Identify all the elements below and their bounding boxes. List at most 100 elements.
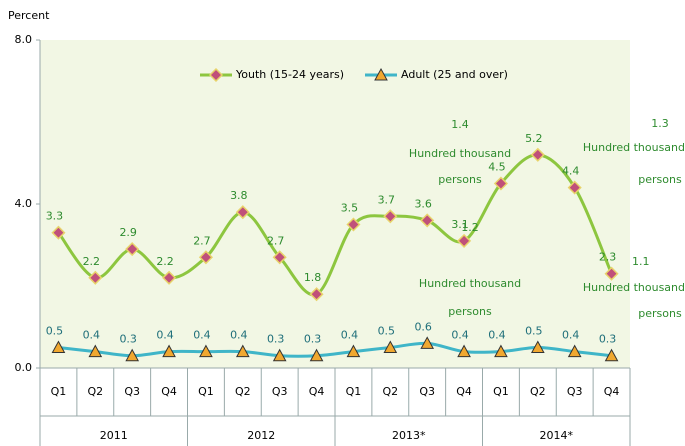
x-tick-label: Q3 [272, 385, 288, 398]
diamond-marker [420, 213, 435, 228]
x-tick-label: Q4 [309, 385, 325, 398]
x-tick-label: Q1 [493, 385, 509, 398]
diamond-marker [125, 242, 140, 257]
triangle-marker [125, 348, 140, 362]
annotation-number: 1.3 [651, 117, 669, 130]
y-axis-label: Percent [8, 9, 50, 22]
triangle-marker [162, 344, 176, 358]
annotation-text: persons [638, 173, 682, 186]
data-label: 0.3 [599, 333, 617, 346]
x-tick-label: Q4 [604, 385, 620, 398]
diamond-marker [604, 266, 619, 281]
plot-area [40, 40, 630, 368]
data-label: 3.1 [451, 218, 469, 231]
data-label: 0.4 [230, 329, 248, 342]
x-tick-label: Q3 [124, 385, 140, 398]
group-label: 2014* [540, 429, 574, 442]
data-label: 3.7 [378, 193, 396, 206]
data-label: 0.4 [341, 329, 359, 342]
y-tick-label: 0.0 [15, 361, 33, 374]
annotation-text: Hundred thousand [583, 141, 685, 154]
annotation-text: persons [448, 305, 492, 318]
group-label: 2013* [392, 429, 426, 442]
diamond-marker [208, 67, 224, 83]
triangle-marker [51, 340, 66, 353]
y-tick-label: 4.0 [15, 197, 33, 210]
data-label: 0.4 [451, 329, 469, 342]
group-label: 2011 [100, 429, 128, 442]
data-label: 2.2 [156, 255, 174, 268]
data-label: 2.7 [193, 234, 211, 247]
annotation-text: Hundred thousand [583, 281, 685, 294]
x-tick-label: Q1 [51, 385, 67, 398]
data-label: 2.7 [267, 234, 285, 247]
data-label: 2.3 [599, 251, 617, 264]
data-label: 0.5 [378, 325, 396, 338]
diamond-marker [346, 217, 361, 232]
data-label: 0.6 [414, 320, 432, 333]
data-label: 4.4 [562, 165, 580, 178]
data-label: 0.4 [193, 329, 211, 342]
annotation-number: 1.4 [451, 118, 469, 131]
diamond-marker [493, 176, 508, 191]
data-label: 3.8 [230, 189, 248, 202]
x-tick-label: Q3 [567, 385, 583, 398]
series-line [58, 341, 612, 358]
data-label: 0.4 [83, 329, 101, 342]
triangle-marker [567, 344, 582, 358]
group-label: 2012 [247, 429, 275, 442]
data-label: 4.5 [488, 161, 506, 174]
triangle-marker [494, 344, 508, 358]
triangle-marker [199, 344, 213, 358]
diamond-marker [530, 147, 545, 162]
data-label: 0.3 [304, 333, 322, 346]
data-label: 0.3 [119, 333, 137, 346]
x-tick-label: Q4 [456, 385, 472, 398]
legend-label: Youth (15-24 years) [235, 68, 344, 81]
data-label: 3.5 [341, 202, 359, 215]
triangle-marker [309, 348, 324, 362]
data-label: 0.4 [562, 329, 580, 342]
triangle-marker [235, 344, 250, 358]
triangle-marker [420, 336, 435, 349]
annotation-text: persons [438, 173, 482, 186]
triangle-marker [530, 340, 545, 353]
x-tick-label: Q2 [87, 385, 103, 398]
x-tick-label: Q1 [346, 385, 362, 398]
x-tick-label: Q2 [530, 385, 546, 398]
data-label: 2.2 [83, 255, 101, 268]
x-tick-label: Q3 [419, 385, 435, 398]
triangle-marker [374, 67, 388, 81]
series-line [57, 153, 613, 297]
diamond-marker [198, 250, 213, 265]
data-label: 0.5 [46, 325, 64, 338]
triangle-marker [272, 348, 287, 362]
data-label: 2.9 [119, 226, 137, 239]
diamond-marker [51, 225, 66, 240]
y-tick-label: 8.0 [15, 33, 33, 46]
annotation-number: 1.2 [461, 221, 479, 234]
diamond-marker [309, 287, 324, 302]
diamond-marker [272, 250, 287, 265]
x-tick-label: Q4 [161, 385, 177, 398]
diamond-marker [567, 180, 582, 195]
annotation-text: persons [638, 307, 682, 320]
triangle-marker [383, 340, 398, 353]
data-label: 3.3 [46, 210, 64, 223]
triangle-marker [88, 344, 103, 358]
triangle-marker [604, 348, 619, 362]
data-label: 3.6 [414, 197, 432, 210]
diamond-marker [457, 233, 472, 248]
triangle-marker [457, 344, 471, 358]
legend-label: Adult (25 and over) [401, 68, 508, 81]
data-label: 0.4 [488, 329, 506, 342]
data-label: 0.4 [156, 329, 174, 342]
diamond-marker [162, 270, 177, 285]
data-label: 5.2 [525, 132, 543, 145]
x-tick-label: Q1 [198, 385, 214, 398]
annotation-text: Hundred thousand [419, 277, 521, 290]
x-tick-label: Q2 [382, 385, 398, 398]
annotation-number: 1.1 [632, 255, 650, 268]
diamond-marker [383, 209, 398, 224]
